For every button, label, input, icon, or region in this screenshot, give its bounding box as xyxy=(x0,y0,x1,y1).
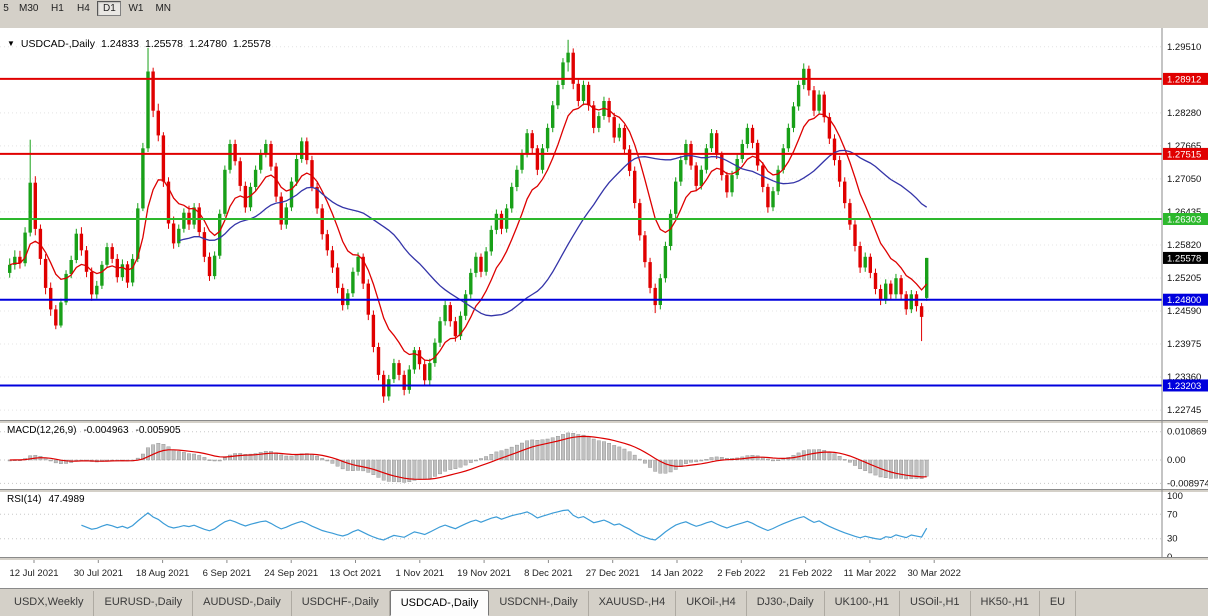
ohlc-close: 1.25578 xyxy=(232,38,271,50)
svg-text:24 Sep 2021: 24 Sep 2021 xyxy=(264,568,318,579)
candles xyxy=(8,39,929,403)
pane-separator-rsi[interactable] xyxy=(0,489,1208,492)
chart-tab-eurusd-daily[interactable]: EURUSD-,Daily xyxy=(94,591,194,616)
price-grid: 1.29510 1.28280 1.27665 1.27050 1.26435 1.258… xyxy=(0,42,1201,416)
rsi-indicator-label: RSI(14) 47.4989 xyxy=(7,494,85,505)
svg-text:1.22745: 1.22745 xyxy=(1167,405,1201,416)
svg-text:1 Nov 2021: 1 Nov 2021 xyxy=(396,568,445,579)
chart-tab-uk100-h1[interactable]: UK100-,H1 xyxy=(825,591,901,616)
level-price-badge xyxy=(1163,72,1208,85)
level-price-badge xyxy=(1163,379,1208,392)
chart-tab-usdcad-daily[interactable]: USDCAD-,Daily xyxy=(389,590,490,616)
svg-text:27 Dec 2021: 27 Dec 2021 xyxy=(586,568,640,579)
svg-text:11 Mar 2022: 11 Mar 2022 xyxy=(844,568,897,579)
svg-text:14 Jan 2022: 14 Jan 2022 xyxy=(651,568,703,579)
chart-tab-audusd-daily[interactable]: AUDUSD-,Daily xyxy=(193,591,292,616)
ohlc-open: 1.24833 xyxy=(101,38,139,50)
ohlc-high: 1.25578 xyxy=(144,38,183,50)
ohlc-low: 1.24780 xyxy=(188,38,227,50)
chart-tab-usdchf-daily[interactable]: USDCHF-,Daily xyxy=(292,591,390,616)
symbol-dropdown-icon[interactable]: ▼ xyxy=(7,39,15,48)
level-price-badge xyxy=(1163,293,1208,306)
macd-signal-value: -0.005905 xyxy=(135,425,181,436)
svg-text:1.25205: 1.25205 xyxy=(1167,273,1201,284)
svg-text:18 Aug 2021: 18 Aug 2021 xyxy=(136,568,189,579)
chart-ohlc-header: ▼ USDCAD-,Daily 1.24833 1.25578 1.24780 … xyxy=(7,38,271,50)
svg-text:1.25820: 1.25820 xyxy=(1167,240,1201,251)
level-price-badge xyxy=(1163,213,1208,226)
chart-tab-xauusd-h4[interactable]: XAUUSD-,H4 xyxy=(589,591,677,616)
svg-text:13 Oct 2021: 13 Oct 2021 xyxy=(330,568,382,579)
svg-text:30 Mar 2022: 30 Mar 2022 xyxy=(908,568,961,579)
svg-text:2 Feb 2022: 2 Feb 2022 xyxy=(717,568,765,579)
chart-tab-usdcnh-daily[interactable]: USDCNH-,Daily xyxy=(489,591,589,616)
svg-text:6 Sep 2021: 6 Sep 2021 xyxy=(203,568,252,579)
svg-text:8 Dec 2021: 8 Dec 2021 xyxy=(524,568,573,579)
chart-tab-eu[interactable]: EU xyxy=(1040,591,1077,616)
svg-text:1.24590: 1.24590 xyxy=(1167,306,1201,317)
chart-tab-dj30-daily[interactable]: DJ30-,Daily xyxy=(747,591,825,616)
date-axis: 12 Jul 2021 30 Jul 2021 18 Aug 2021 6 Sep 2… xyxy=(9,560,961,579)
moving-average-10 xyxy=(9,103,928,362)
chart-tab-usdx-weekly[interactable]: USDX,Weekly xyxy=(4,591,95,616)
current-price-badge xyxy=(1163,251,1208,264)
svg-text:30 Jul 2021: 30 Jul 2021 xyxy=(74,568,123,579)
moving-average-34 xyxy=(178,149,928,317)
timeframe-toolbar: 5 M30 H1 H4 D1 W1 MN xyxy=(0,0,1208,17)
timeframe-button-h4[interactable]: H4 xyxy=(77,3,90,14)
chart-tab-ukoil-h4[interactable]: UKOil-,H4 xyxy=(676,591,747,616)
svg-text:-0.008974: -0.008974 xyxy=(1167,478,1208,489)
svg-text:12 Jul 2021: 12 Jul 2021 xyxy=(9,568,58,579)
timeframe-button-h1[interactable]: H1 xyxy=(51,3,64,14)
chart-tab-usoil-h1[interactable]: USOil-,H1 xyxy=(900,591,971,616)
timeframe-button-d1[interactable]: D1 xyxy=(97,1,122,16)
chart-tab-hk50-h1[interactable]: HK50-,H1 xyxy=(971,591,1040,616)
pane-separator-macd[interactable] xyxy=(0,420,1208,423)
svg-text:1.27050: 1.27050 xyxy=(1167,174,1201,185)
timeframe-button-5[interactable]: 5 xyxy=(3,3,9,14)
rsi-name: RSI(14) xyxy=(7,494,42,505)
macd-signal-line xyxy=(9,435,927,480)
svg-text:1.27515: 1.27515 xyxy=(1167,149,1201,160)
svg-text:1.23360: 1.23360 xyxy=(1167,372,1201,383)
date-axis-separator[interactable] xyxy=(0,557,1208,560)
timeframe-button-m30[interactable]: M30 xyxy=(19,3,39,14)
svg-text:0.00: 0.00 xyxy=(1167,455,1186,466)
symbol-name: USDCAD-,Daily xyxy=(20,38,96,50)
timeframe-button-mn[interactable]: MN xyxy=(155,3,172,14)
macd-name: MACD(12,26,9) xyxy=(7,425,77,436)
candlestick-chart[interactable]: 1.29510 1.28280 1.27665 1.27050 1.26435 1.258… xyxy=(0,28,1208,588)
svg-text:1.23975: 1.23975 xyxy=(1167,339,1201,350)
chart-tab-bar: USDX,Weekly EURUSD-,Daily AUDUSD-,Daily USD… xyxy=(0,588,1208,616)
svg-text:1.29510: 1.29510 xyxy=(1167,42,1201,53)
svg-text:1.25578: 1.25578 xyxy=(1167,253,1201,264)
svg-text:100: 100 xyxy=(1167,491,1183,502)
svg-text:19 Nov 2021: 19 Nov 2021 xyxy=(457,568,511,579)
rsi-value: 47.4989 xyxy=(48,494,85,505)
svg-text:1.26435: 1.26435 xyxy=(1167,207,1201,218)
svg-text:1.24800: 1.24800 xyxy=(1167,295,1201,306)
svg-text:0.010869: 0.010869 xyxy=(1167,427,1207,438)
svg-text:1.26303: 1.26303 xyxy=(1167,215,1201,226)
svg-text:1.28280: 1.28280 xyxy=(1167,108,1201,119)
rsi-line xyxy=(81,509,928,541)
svg-text:1.28912: 1.28912 xyxy=(1167,74,1201,85)
timeframe-button-w1[interactable]: W1 xyxy=(128,3,144,14)
svg-text:70: 70 xyxy=(1167,509,1178,520)
macd-main-value: -0.004963 xyxy=(83,425,129,436)
level-price-badge xyxy=(1163,147,1208,160)
svg-text:30: 30 xyxy=(1167,534,1178,545)
svg-text:21 Feb 2022: 21 Feb 2022 xyxy=(779,568,832,579)
macd-indicator-label: MACD(12,26,9) -0.004963 -0.005905 xyxy=(7,425,181,436)
svg-text:1.23203: 1.23203 xyxy=(1167,381,1201,392)
svg-text:1.27665: 1.27665 xyxy=(1167,141,1201,152)
